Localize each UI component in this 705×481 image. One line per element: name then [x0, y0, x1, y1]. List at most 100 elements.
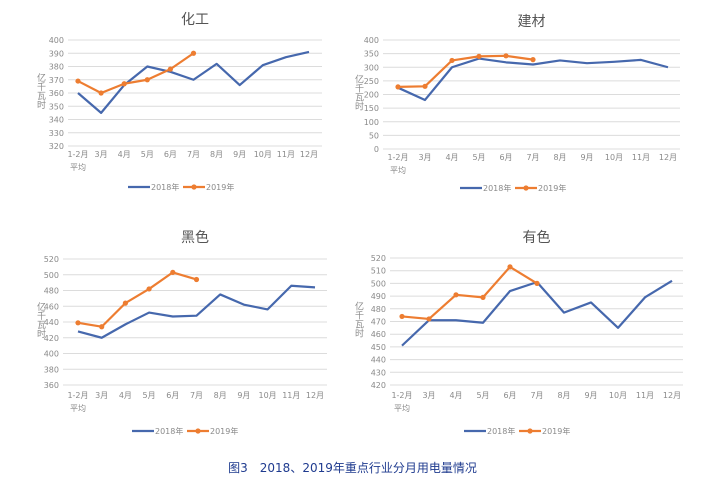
- y-tick-label: 150: [364, 104, 379, 113]
- data-point: [144, 77, 150, 83]
- y-tick-label: 380: [49, 63, 64, 72]
- series-line-2019年: [397, 54, 534, 88]
- x-tick-label: 12月: [663, 391, 681, 400]
- x-tick-label: 6月: [499, 153, 512, 162]
- x-tick-label: 1-2月: [391, 391, 412, 400]
- series-line-2018年: [77, 50, 310, 114]
- x-tick-label: 3月: [95, 391, 108, 400]
- x-tick-label: 12月: [300, 150, 318, 159]
- x-tick-label: 10月: [254, 150, 272, 159]
- y-tick-label: 0: [374, 145, 379, 154]
- y-tick-label: 490: [371, 292, 386, 301]
- x-tick-label: 6月: [503, 391, 516, 400]
- x-tick-label: 3月: [418, 153, 431, 162]
- y-tick-label: 350: [49, 102, 64, 111]
- x-tick-label: 1-2月: [67, 391, 88, 400]
- y-tick-label: 350: [364, 50, 379, 59]
- data-point: [426, 316, 432, 322]
- x-tick-label: 4月: [118, 150, 131, 159]
- data-point: [193, 276, 200, 283]
- x-tick-label: 6月: [166, 391, 179, 400]
- x-tick-label: 9月: [580, 153, 593, 162]
- data-point: [75, 78, 81, 84]
- y-tick-label: 420: [44, 334, 59, 343]
- x-tick-label: 7月: [190, 391, 203, 400]
- data-point: [480, 294, 486, 300]
- y-tick-label: 470: [371, 318, 386, 327]
- x-tick-label-line2: 平均: [394, 403, 410, 413]
- data-point: [399, 313, 405, 320]
- x-tick-label: 8月: [214, 391, 227, 400]
- y-axis-label: 亿千瓦时: [353, 300, 364, 337]
- data-point: [453, 292, 459, 298]
- legend-label: 2019年: [538, 183, 566, 193]
- y-tick-label: 100: [364, 118, 379, 127]
- legend-label: 2019年: [206, 182, 234, 192]
- legend-label: 2018年: [483, 183, 511, 193]
- data-point: [530, 57, 536, 63]
- legend-marker: [195, 428, 201, 434]
- series-line-2018年: [401, 279, 673, 347]
- legend-label: 2018年: [487, 426, 515, 436]
- legend-marker: [527, 428, 533, 434]
- y-tick-label: 250: [364, 77, 379, 86]
- y-tick-label: 460: [371, 330, 386, 339]
- x-tick-label: 8月: [557, 391, 570, 400]
- data-point: [422, 83, 428, 89]
- data-point: [98, 90, 104, 96]
- x-tick-label-line2: 平均: [70, 162, 86, 172]
- x-tick-label: 10月: [609, 391, 627, 400]
- chart-title: 建材: [518, 14, 546, 30]
- data-point: [122, 300, 128, 306]
- y-tick-label: 360: [44, 381, 59, 390]
- legend-marker: [191, 184, 197, 190]
- data-point: [507, 264, 513, 270]
- x-tick-label: 7月: [187, 150, 200, 159]
- series-line-2018年: [397, 57, 669, 102]
- y-tick-label: 320: [49, 142, 64, 151]
- y-tick-label: 330: [49, 129, 64, 138]
- legend-marker: [523, 185, 529, 191]
- y-tick-label: 460: [44, 302, 59, 311]
- y-tick-label: 430: [371, 368, 386, 377]
- x-tick-label: 3月: [95, 150, 108, 159]
- y-tick-label: 400: [44, 350, 59, 359]
- x-tick-label-line2: 平均: [70, 403, 86, 413]
- y-tick-label: 300: [364, 63, 379, 72]
- x-tick-label: 8月: [553, 153, 566, 162]
- x-tick-label: 6月: [164, 150, 177, 159]
- y-tick-label: 390: [49, 49, 64, 58]
- y-tick-label: 450: [371, 343, 386, 352]
- y-tick-label: 500: [371, 279, 386, 288]
- y-tick-label: 480: [371, 305, 386, 314]
- data-point: [534, 280, 540, 286]
- y-tick-label: 340: [49, 116, 64, 125]
- y-tick-label: 440: [371, 356, 386, 365]
- series-line-2019年: [401, 265, 538, 321]
- series-line-2018年: [77, 284, 316, 339]
- x-tick-label: 7月: [526, 153, 539, 162]
- x-tick-label: 10月: [259, 391, 277, 400]
- y-tick-label: 370: [49, 76, 64, 85]
- legend-label: 2019年: [542, 426, 570, 436]
- data-point: [190, 50, 197, 56]
- x-tick-label-line2: 平均: [390, 165, 406, 175]
- x-tick-label: 4月: [449, 391, 462, 400]
- y-axis-label: 亿千瓦时: [35, 72, 46, 109]
- y-tick-label: 440: [44, 318, 59, 327]
- data-point: [503, 53, 509, 59]
- y-tick-label: 50: [369, 131, 379, 140]
- legend-label: 2018年: [151, 182, 179, 192]
- x-tick-label: 1-2月: [387, 153, 408, 162]
- x-tick-label: 4月: [445, 153, 458, 162]
- x-tick-label: 5月: [472, 153, 485, 162]
- data-point: [449, 57, 455, 64]
- y-tick-label: 510: [371, 267, 386, 276]
- x-tick-label: 4月: [119, 391, 132, 400]
- y-tick-label: 520: [371, 254, 386, 263]
- legend-label: 2019年: [210, 426, 238, 436]
- series-line-2019年: [77, 271, 197, 328]
- data-point: [476, 53, 482, 59]
- data-point: [75, 320, 81, 326]
